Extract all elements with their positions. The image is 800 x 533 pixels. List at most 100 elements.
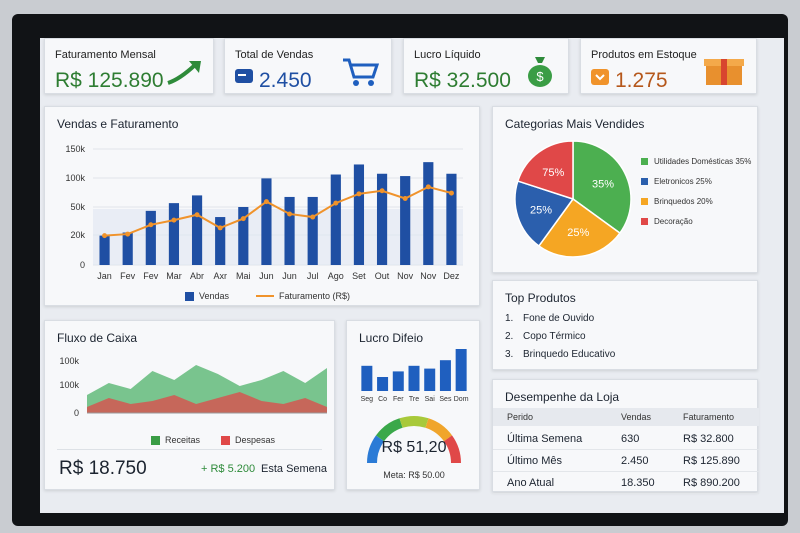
y-tick-label: 150k [65,144,85,154]
product-name: Copo Térmico [523,331,586,342]
legend-label: Brinquedos 20% [654,197,713,206]
x-tick-label: Fer [393,396,404,403]
x-tick-label: Ago [328,271,344,281]
x-tick-label: Dez [443,271,460,281]
bar [191,195,203,265]
y-tick-label: 100k [59,380,79,390]
x-tick-label: Mar [166,271,182,281]
table-header: Perido Vendas Faturamento [493,408,759,426]
table-cell: R$ 32.800 [683,433,734,445]
sales-chart: 150k 100k 50k 20k 0 Jan Fev Fev Mar Abr Axr Mai Jun J… [65,144,463,281]
dashboard-screen: Faturamento Mensal R$ 125.890 Total de V… [40,38,784,513]
kpi-title: Faturamento Mensal [55,49,156,61]
monitor-frame: Faturamento Mensal R$ 125.890 Total de V… [12,14,788,526]
bar [455,349,467,391]
x-tick-label: Jan [97,271,112,281]
bar [424,368,436,391]
bar [392,371,404,391]
cashflow-chart: 100k 100k 0 [59,356,327,418]
gift-box-icon [704,59,744,85]
top-product-item[interactable]: 2. Copo Térmico [505,331,615,342]
legend-label-expense: Despesas [235,435,276,445]
kpi-title: Produtos em Estoque [591,49,697,61]
x-tick-label: Fev [120,271,136,281]
legend-label-line: Faturamento (R$) [279,291,351,301]
line-point [102,233,108,239]
gauge-segment [375,418,403,442]
top-product-item[interactable]: 1. Fone de Ouvido [505,313,615,324]
x-tick-label: Seg [361,396,374,403]
x-tick-label: Co [378,396,387,403]
bar [423,162,434,265]
cashflow-card: Fluxo de Caixa 100k 100k 0 Receitas Despes… [44,320,335,490]
column-header[interactable]: Perido [507,412,534,422]
kpi-estoque[interactable]: Produtos em Estoque 1.275 [580,38,757,94]
svg-text:$: $ [536,69,544,84]
categories-legend: Utilidades Domésticas 35% Eletronicos 25%… [641,157,751,237]
column-header[interactable]: Vendas [621,412,652,422]
chart-title: Categorias Mais Vendides [505,117,645,131]
performance-table: Perido Vendas Faturamento Última Semena 630 R… [493,408,759,494]
kpi-title: Total de Vendas [235,49,314,61]
kpi-vendas[interactable]: Total de Vendas 2.450 [224,38,392,94]
bar [215,217,226,265]
legend-swatch [641,158,648,165]
y-tick-label: 100k [65,173,85,183]
legend-swatch-income [151,435,160,445]
table-cell: 2.450 [621,455,649,467]
top-products-list: 1. Fone de Ouvido 2. Copo Térmico 3. Brinqued… [505,313,615,367]
section-title: Top Produtos [505,291,576,305]
table-row[interactable]: Último Mês 2.450 R$ 125.890 [493,452,759,472]
money-bag-icon: $ [528,57,552,87]
gauge-segment [399,416,429,428]
table-row[interactable]: Última Semena 630 R$ 32.800 [493,430,759,450]
slice-label: 25% [530,204,552,216]
bar [361,365,373,391]
table-row[interactable]: Ano Atual 18.350 R$ 890.200 [493,474,759,494]
card-icon [235,69,253,83]
sales-chart-card: Vendas e Faturamento 150k 100k 50k 20k 0 Jan F… [44,106,480,306]
bar [376,173,388,265]
legend-item: Eletronicos 25% [641,177,751,186]
categories-card: Categorias Mais Vendides 35% 25% 25% 75% Ut… [492,106,758,273]
line-point [217,225,223,231]
table-cell: Último Mês [507,455,563,467]
sales-legend: Vendas Faturamento (R$) [185,291,350,301]
line-point [356,191,362,197]
column-header[interactable]: Faturamento [683,412,735,422]
bar [377,377,389,391]
bar [353,164,365,265]
table-cell: Última Semena [507,433,583,445]
kpi-faturamento[interactable]: Faturamento Mensal R$ 125.890 [44,38,214,94]
legend-label-income: Receitas [165,435,201,445]
cashflow-legend: Receitas Despesas [151,435,275,445]
legend-item: Brinquedos 20% [641,197,751,206]
legend-item: Decoração [641,217,751,226]
x-tick-label: Abr [190,271,204,281]
gauge-segment [425,418,453,442]
legend-label-bars: Vendas [199,291,230,301]
gauge-goal: Meta: R$ 50.00 [383,470,445,480]
line-point [402,195,408,201]
line-point [240,216,246,222]
area-series [87,365,327,413]
legend-swatch-bars [185,291,194,301]
box-small-icon [591,69,609,85]
rank-number: 2. [505,331,514,342]
product-name: Brinquedo Educativo [523,349,616,360]
y-tick-label: 100k [59,356,79,366]
legend-swatch [641,198,648,205]
series-line [104,185,452,237]
kpi-lucro[interactable]: Lucro Líquido R$ 32.500 $ [403,38,569,94]
pie-slice [537,197,621,258]
bar [408,365,420,391]
top-product-item[interactable]: 3. Brinquedo Educativo [505,349,615,360]
table-cell: 630 [621,433,640,445]
kpi-value: R$ 32.500 [414,69,511,92]
bar [284,196,295,265]
bar [145,210,156,265]
cashflow-delta: + R$ 5.200 [201,463,256,475]
legend-swatch-line [256,295,275,297]
y-tick-label: 20k [70,230,85,240]
gauge-value: R$ 51,20 [381,439,447,456]
